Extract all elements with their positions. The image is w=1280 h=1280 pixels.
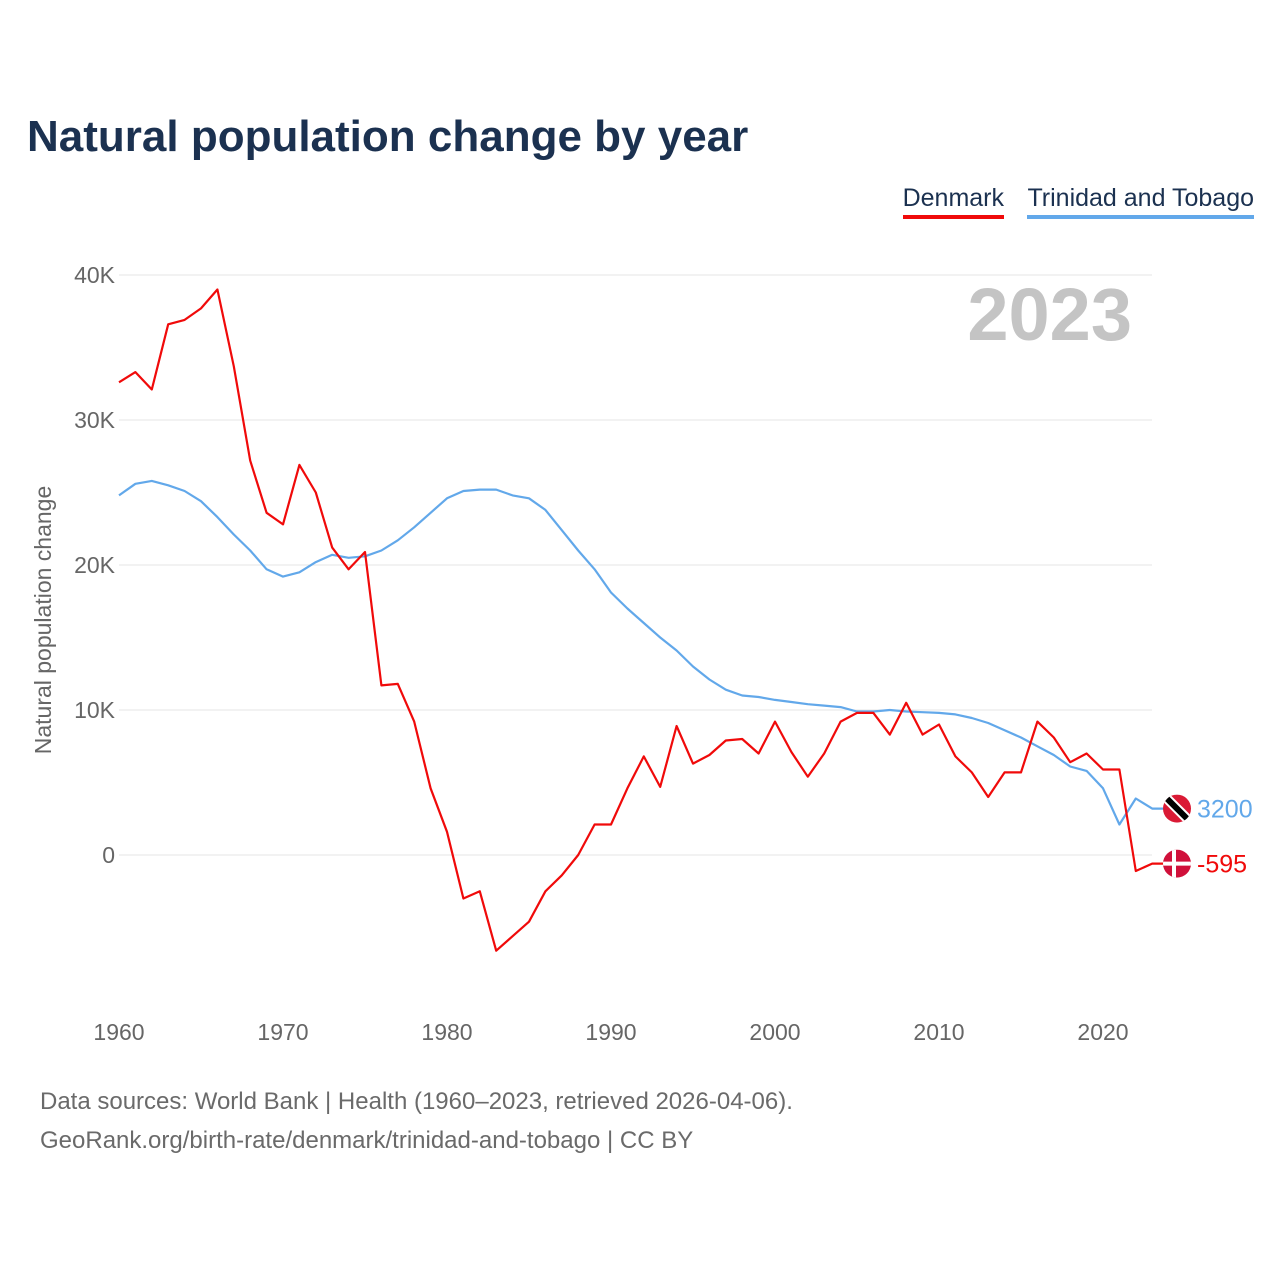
- x-tick-label: 2020: [1077, 1019, 1128, 1045]
- footer-attribution: GeoRank.org/birth-rate/denmark/trinidad-…: [40, 1127, 694, 1154]
- series-line-trinidad-and-tobago: [118, 479, 1165, 826]
- x-tick-label: 2000: [749, 1019, 800, 1045]
- x-tick-label: 1990: [585, 1019, 636, 1045]
- end-value-label: 3200: [1197, 796, 1253, 824]
- chart-title: Natural population change by year: [27, 112, 749, 161]
- denmark-flag-icon: [1163, 849, 1191, 878]
- y-tick-label: 10K: [74, 697, 116, 723]
- flag-stripe-black: [1163, 794, 1191, 823]
- flag-body: [1163, 849, 1191, 878]
- flag-cross-v: [1172, 849, 1176, 878]
- x-tick-label: 2010: [913, 1019, 964, 1045]
- y-tick-label: 40K: [74, 262, 116, 288]
- y-tick-label: 20K: [74, 552, 116, 578]
- series-line-denmark: [118, 288, 1165, 952]
- trinidad-and-tobago-flag-icon: [1163, 794, 1191, 823]
- y-tick-label: 30K: [74, 407, 116, 433]
- x-tick-label: 1970: [257, 1019, 308, 1045]
- end-value-label: -595: [1197, 851, 1247, 879]
- flag-cross-h: [1163, 861, 1191, 866]
- x-tick-label: 1980: [421, 1019, 472, 1045]
- year-watermark: 2023: [967, 273, 1132, 356]
- x-tick-label: 1960: [93, 1019, 144, 1045]
- footer-sources: Data sources: World Bank | Health (1960–…: [40, 1088, 793, 1115]
- y-axis-label: Natural population change: [30, 486, 56, 755]
- legend-trinidad-and-tobago[interactable]: Trinidad and Tobago: [1027, 184, 1254, 219]
- y-tick-label: 0: [102, 842, 115, 868]
- legend-denmark[interactable]: Denmark: [902, 184, 1004, 219]
- flag-body: [1163, 794, 1191, 823]
